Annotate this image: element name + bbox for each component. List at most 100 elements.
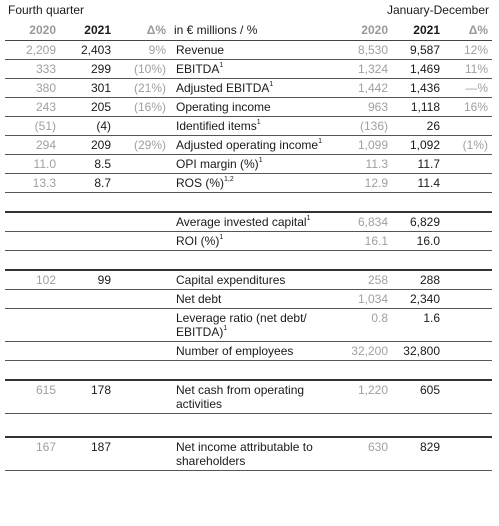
q-2020-cell: 102	[5, 270, 60, 290]
table-row: Average invested capital1 6,834 6,829	[5, 212, 492, 232]
y-delta-cell	[444, 154, 492, 174]
q-delta-cell	[115, 212, 170, 232]
y-2020-cell: 1,034	[342, 289, 392, 309]
q-2021-cell	[60, 212, 115, 232]
y-delta-cell	[444, 173, 492, 193]
table-row: 2,209 2,403 9% Revenue 8,530 9,587 12%	[5, 40, 492, 60]
footnote-marker: 1	[258, 157, 263, 164]
footnote-marker: 1	[219, 62, 224, 69]
q-2020-cell: 380	[5, 78, 60, 98]
y-2020-cell: 12.9	[342, 173, 392, 193]
table-row: 380 301 (21%) Adjusted EBITDA1 1,442 1,436 —%	[5, 78, 492, 98]
y-delta-cell: (1%)	[444, 135, 492, 155]
row-label: Net income attributable to shareholders	[170, 437, 342, 471]
row-label: Number of employees	[170, 341, 342, 361]
y-delta-cell: —%	[444, 78, 492, 98]
section-divider	[5, 192, 492, 213]
q-delta-cell	[115, 173, 170, 193]
y-2020-cell: 630	[342, 437, 392, 471]
q-2020-cell: 11.0	[5, 154, 60, 174]
q-delta-cell: (16%)	[115, 97, 170, 117]
col-y-2021: 2021	[392, 21, 444, 41]
y-2020-cell: 1,324	[342, 59, 392, 79]
y-2021-cell: 32,800	[392, 341, 444, 361]
q-delta-cell: (21%)	[115, 78, 170, 98]
q-2020-cell	[5, 341, 60, 361]
q-2020-cell: 615	[5, 380, 60, 414]
row-label: Operating income	[170, 97, 342, 117]
q-2020-cell: (51)	[5, 116, 60, 136]
q-2021-cell: 99	[60, 270, 115, 290]
y-2021-cell: 6,829	[392, 212, 444, 232]
q-2020-cell: 13.3	[5, 173, 60, 193]
january-december-heading: January-December	[386, 3, 489, 17]
y-2020-cell: (136)	[342, 116, 392, 136]
q-2020-cell	[5, 212, 60, 232]
row-label: ROI (%)1	[170, 231, 342, 251]
y-2020-cell: 258	[342, 270, 392, 290]
footnote-marker: 1	[269, 81, 274, 88]
row-label: Leverage ratio (net debt/ EBITDA)1	[170, 308, 342, 342]
q-2020-cell: 294	[5, 135, 60, 155]
q-2021-cell	[60, 231, 115, 251]
q-2021-cell: 2,403	[60, 40, 115, 60]
table-row: (51) (4) Identified items1 (136) 26	[5, 116, 492, 136]
y-2021-cell: 1,469	[392, 59, 444, 79]
q-delta-cell	[115, 231, 170, 251]
y-2020-cell: 32,200	[342, 341, 392, 361]
q-2020-cell	[5, 308, 60, 342]
q-delta-cell	[115, 380, 170, 414]
q-delta-cell	[115, 341, 170, 361]
y-2021-cell: 829	[392, 437, 444, 471]
table-row: 11.0 8.5 OPI margin (%)1 11.3 11.7	[5, 154, 492, 174]
q-2020-cell	[5, 289, 60, 309]
y-2020-cell: 6,834	[342, 212, 392, 232]
y-delta-cell	[444, 289, 492, 309]
row-label: Average invested capital1	[170, 212, 342, 232]
y-2021-cell: 1.6	[392, 308, 444, 342]
y-2021-cell: 1,092	[392, 135, 444, 155]
table-row: Leverage ratio (net debt/ EBITDA)1 0.8 1.6	[5, 308, 492, 342]
q-2021-cell: 299	[60, 59, 115, 79]
y-delta-cell	[444, 308, 492, 342]
y-delta-cell	[444, 437, 492, 471]
table-row: Number of employees 32,200 32,800	[5, 341, 492, 361]
footnote-marker: 1	[306, 215, 311, 222]
section-divider	[5, 250, 492, 271]
key-figures-table: 2020 2021 Δ% in € millions / % 2020 2021…	[5, 21, 492, 471]
y-2020-cell: 1,442	[342, 78, 392, 98]
table-row: ROI (%)1 16.1 16.0	[5, 231, 492, 251]
y-2021-cell: 16.0	[392, 231, 444, 251]
q-2020-cell: 243	[5, 97, 60, 117]
y-2021-cell: 11.4	[392, 173, 444, 193]
y-delta-cell	[444, 116, 492, 136]
q-delta-cell	[115, 154, 170, 174]
table-row: 294 209 (29%) Adjusted operating income1 1,0…	[5, 135, 492, 155]
table-row: 167 187 Net income attributable to shareho…	[5, 437, 492, 471]
q-delta-cell: 9%	[115, 40, 170, 60]
row-label: Capital expenditures	[170, 270, 342, 290]
y-delta-cell	[444, 270, 492, 290]
q-2021-cell: 209	[60, 135, 115, 155]
col-q-delta: Δ%	[115, 21, 170, 41]
q-delta-cell	[115, 270, 170, 290]
footnote-marker: 1	[219, 234, 224, 241]
y-2020-cell: 16.1	[342, 231, 392, 251]
q-delta-cell: (10%)	[115, 59, 170, 79]
y-2021-cell: 11.7	[392, 154, 444, 174]
row-label: Adjusted operating income1	[170, 135, 342, 155]
table-row: Net debt 1,034 2,340	[5, 289, 492, 309]
y-2020-cell: 1,220	[342, 380, 392, 414]
q-2021-cell: (4)	[60, 116, 115, 136]
footnote-marker: 1	[223, 325, 228, 332]
col-y-2020: 2020	[342, 21, 392, 41]
q-2021-cell: 178	[60, 380, 115, 414]
y-2021-cell: 9,587	[392, 40, 444, 60]
y-delta-cell	[444, 380, 492, 414]
table-row: 243 205 (16%) Operating income 963 1,118 16%	[5, 97, 492, 117]
y-2021-cell: 1,118	[392, 97, 444, 117]
table-row: 102 99 Capital expenditures 258 288	[5, 270, 492, 290]
y-2021-cell: 605	[392, 380, 444, 414]
q-2021-cell: 8.5	[60, 154, 115, 174]
y-delta-cell: 12%	[444, 40, 492, 60]
